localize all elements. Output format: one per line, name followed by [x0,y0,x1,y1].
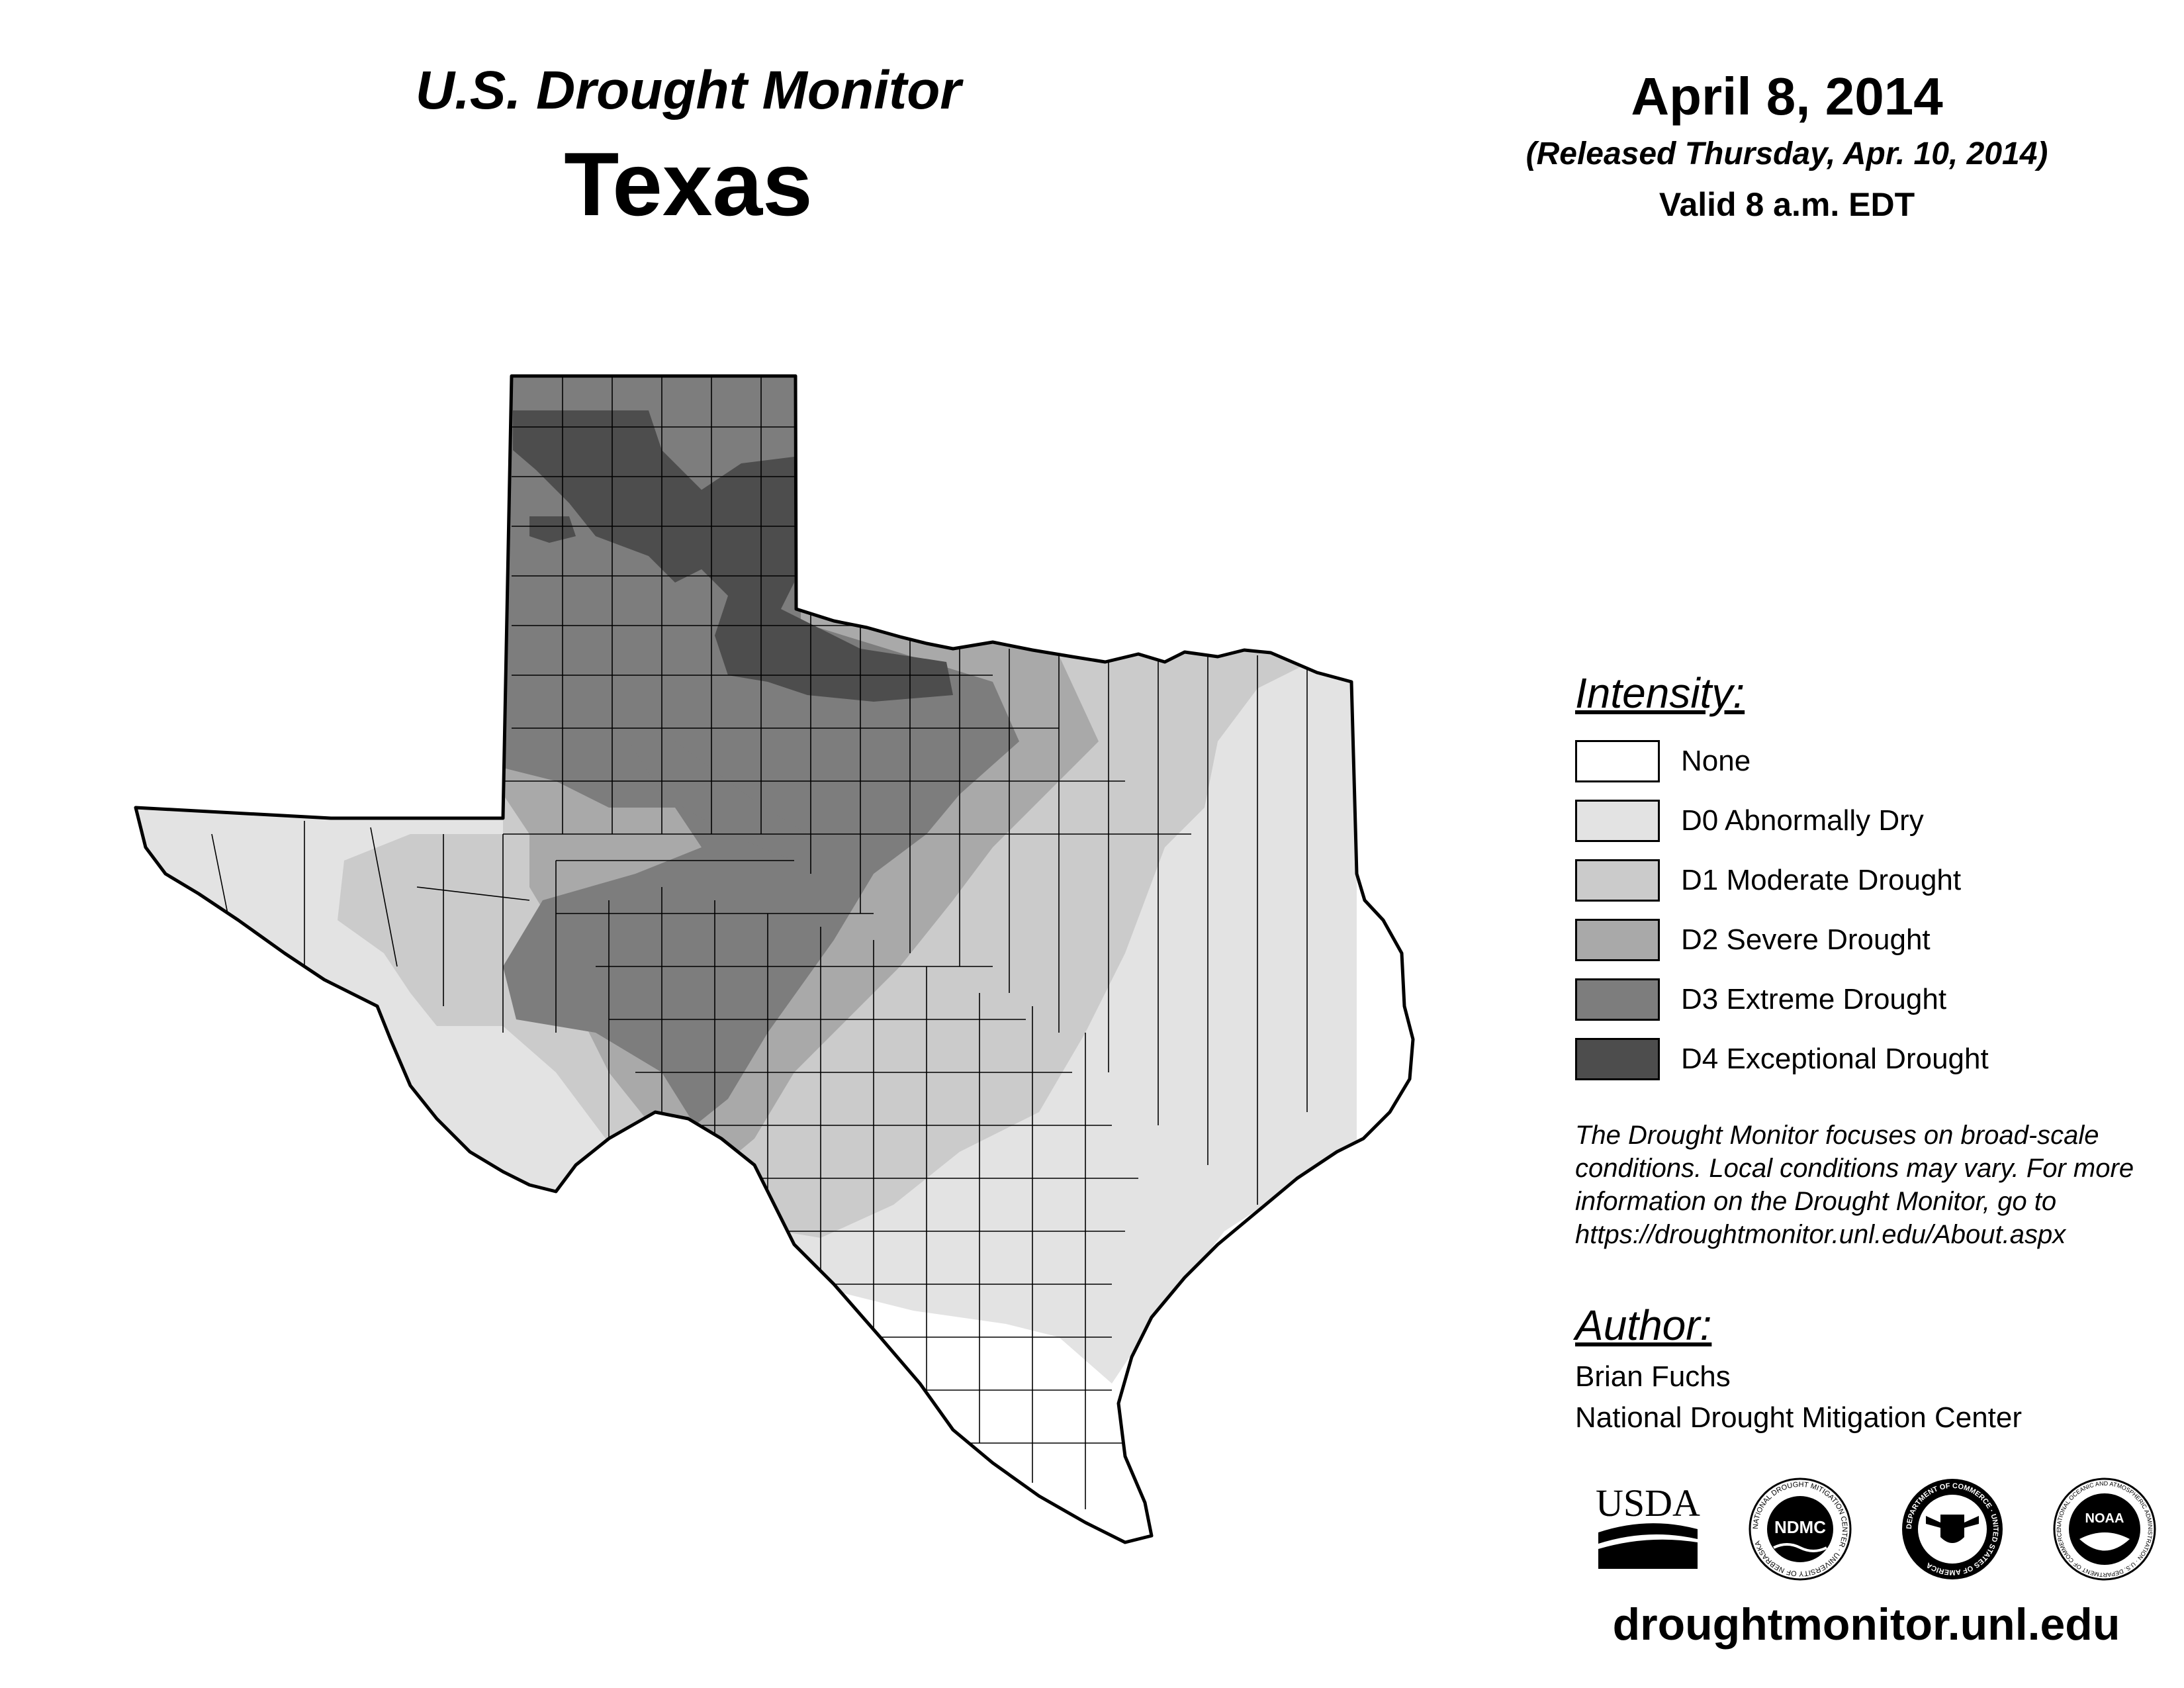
legend-swatch [1575,800,1660,842]
legend-swatch [1575,859,1660,902]
commerce-seal-logo: DEPARTMENT OF COMMERCE · UNITED STATES O… [1902,1479,2003,1579]
noaa-logo-text: NOAA [2085,1511,2124,1526]
author-name: Brian Fuchs [1575,1360,1731,1393]
valid-time: Valid 8 a.m. EDT [1659,186,1915,223]
state-name: Texas [564,134,813,234]
legend-item: D1 Moderate Drought [1575,857,1961,904]
release-date: (Released Thursday, Apr. 10, 2014) [1525,136,2048,171]
ndmc-logo-text: NDMC [1774,1517,1826,1537]
legend-label: None [1681,745,1751,777]
website-link[interactable]: droughtmonitor.unl.edu [1612,1599,2120,1650]
legend-label: D4 Exceptional Drought [1681,1043,1989,1075]
legend-label: D2 Severe Drought [1681,923,1931,956]
legend-label: D1 Moderate Drought [1681,864,1962,896]
legend-swatch [1575,978,1660,1021]
legend-item: D0 Abnormally Dry [1575,798,1924,844]
legend-label: D0 Abnormally Dry [1681,804,1924,837]
legend-swatch [1575,1038,1660,1080]
map-title: U.S. Drought Monitor [415,60,962,120]
noaa-logo: NATIONAL OCEANIC AND ATMOSPHERIC ADMINIS… [2053,1477,2156,1581]
legend-swatch [1575,919,1660,961]
legend-item: D3 Extreme Drought [1575,976,1946,1023]
disclaimer-note: The Drought Monitor focuses on broad-sca… [1575,1121,2134,1249]
ndmc-logo: NATIONAL DROUGHT MITIGATION CENTER · UNI… [1749,1477,1852,1581]
legend-item: D2 Severe Drought [1575,917,1931,963]
author-heading: Author: [1575,1301,1712,1349]
legend-swatch [1575,740,1660,782]
legend-item: D4 Exceptional Drought [1575,1036,1989,1082]
usda-logo-text: USDA [1596,1481,1700,1524]
texas-drought-map [134,374,1415,1544]
usda-logo: USDA [1596,1481,1700,1569]
map-date: April 8, 2014 [1631,67,1943,126]
author-organization: National Drought Mitigation Center [1575,1401,2023,1434]
legend-label: D3 Extreme Drought [1681,983,1947,1015]
legend-title: Intensity: [1575,669,1745,717]
legend-item: None [1575,738,1751,784]
